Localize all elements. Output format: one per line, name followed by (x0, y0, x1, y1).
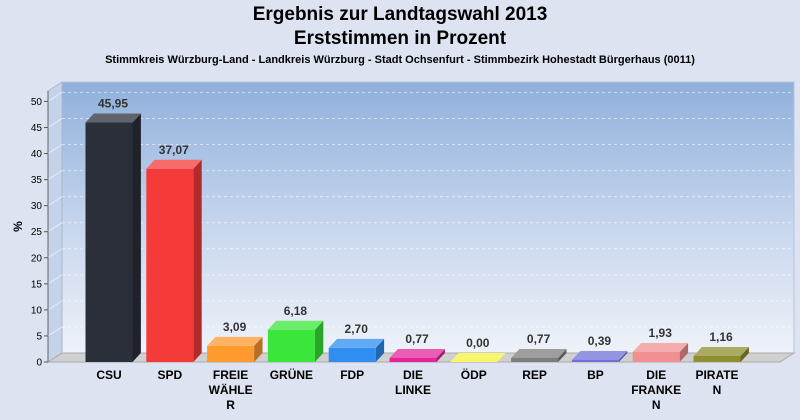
chart-title-line2: Erststimmen in Prozent (293, 28, 507, 49)
x-tick-label: SPD (157, 368, 182, 382)
y-tick-label: 0 (36, 358, 42, 369)
data-label: 37,07 (159, 143, 189, 157)
data-label: 1,16 (709, 330, 733, 344)
x-tick-label: FREIE WÄHLE R (209, 368, 253, 412)
data-label: 2,70 (345, 322, 369, 336)
bar-ödp (450, 353, 506, 362)
y-tick-label: 15 (31, 279, 43, 290)
bar-spd (146, 159, 202, 362)
y-tick-label: 50 (31, 97, 43, 108)
data-label: 3,09 (223, 320, 247, 334)
bar-grüne (267, 320, 324, 362)
bar-die-linke (389, 348, 445, 362)
gridline-side (47, 300, 63, 311)
data-label: 0,39 (588, 334, 612, 348)
y-tick-label: 10 (31, 305, 43, 316)
x-tick-label: FDP (340, 368, 364, 382)
y-tick-label: 30 (31, 201, 43, 212)
x-tick-label: CSU (96, 368, 121, 382)
y-tick-label: 40 (31, 149, 43, 160)
chart-title-line1: Ergebnis zur Landtagswahl 2013 (252, 4, 548, 25)
y-tick-label: 5 (36, 331, 42, 342)
gridline-side (47, 118, 63, 128)
data-label: 0,77 (405, 332, 429, 346)
plot-left-wall (47, 81, 63, 363)
data-label: 0,77 (527, 332, 551, 346)
chart-subtitle: Stimmkreis Würzburg-Land - Landkreis Wür… (105, 54, 695, 66)
x-tick-label: BP (587, 368, 604, 382)
y-axis-ticks: 0 5 10 15 20 25 30 35 40 45 50 (31, 91, 49, 369)
data-label: 0,00 (466, 336, 490, 350)
x-tick-label: DIE FRANKE N (631, 368, 681, 412)
y-axis-label: % (11, 221, 25, 232)
gridline-side (47, 196, 63, 207)
gridline-side (47, 248, 63, 259)
y-tick-label: 45 (31, 123, 43, 134)
data-label: 6,18 (284, 304, 308, 318)
bar-bp (571, 350, 628, 362)
bar-die-franken (632, 342, 689, 362)
gridline-side (47, 92, 63, 102)
x-tick-label: PIRATE N (695, 368, 738, 397)
bar-fdp (328, 338, 385, 362)
x-tick-label: REP (522, 368, 547, 382)
gridline-side (47, 170, 63, 181)
gridline-side (47, 222, 63, 233)
bar-csu (85, 113, 141, 362)
x-tick-label: DIE LINKE (395, 368, 431, 397)
data-labels: 45,95 37,07 3,09 6,18 2,70 0,77 0,00 0,77 0,39 1,… (98, 97, 733, 350)
gridline-side (47, 144, 63, 154)
gridline-side (47, 274, 63, 285)
x-axis-labels: CSU SPD FREIE WÄHLE R GRÜNE FDP DIE LINKE ÖDP REP B… (96, 367, 738, 412)
y-tick-label: 35 (31, 175, 43, 186)
data-label: 1,93 (649, 326, 673, 340)
bar-rep (511, 348, 567, 362)
bars (85, 113, 749, 362)
data-label: 45,95 (98, 97, 128, 111)
x-tick-label: GRÜNE (270, 367, 313, 382)
gridline-side (47, 326, 63, 337)
x-tick-label: ÖDP (461, 367, 487, 382)
y-tick-label: 25 (31, 227, 43, 238)
bar-freie-wähler (207, 336, 263, 362)
y-tick-label: 20 (31, 253, 43, 264)
bar-piraten (693, 346, 749, 362)
